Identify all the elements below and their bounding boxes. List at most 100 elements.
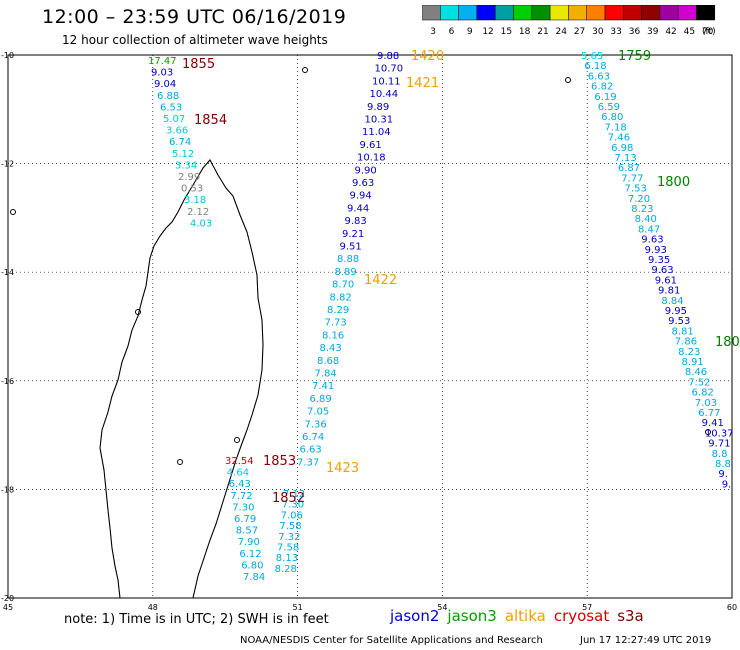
wave-height-value: 7.41 [312, 381, 334, 392]
color-scale-label: 12 [482, 27, 493, 37]
latitude-label: -18 [1, 485, 14, 494]
wave-height-value: 6.87 [618, 163, 640, 174]
wave-height-value: 7.77 [621, 173, 643, 184]
track-cryosat-bottom: 32.544.646.437.727.306.798.577.906.126.8… [225, 456, 265, 583]
pass-time-label: 1852 [272, 491, 305, 506]
wave-height-value: 9.35 [648, 255, 670, 266]
color-scale-label: 42 [665, 27, 676, 37]
wave-height-value: 6.77 [698, 408, 720, 419]
page-subtitle: 12 hour collection of altimeter wave hei… [62, 33, 328, 47]
wave-height-value: 7.58 [279, 521, 301, 532]
wave-height-map: 45 48 51 54 57 60-10-12-14-16-18-2017.479.039… [1, 49, 740, 610]
wave-height-value: 5.12 [172, 149, 194, 160]
wave-height-value: 7.72 [230, 491, 252, 502]
track-cryosat-left: 17.479.039.046.886.535.073.666.745.123.3… [148, 56, 212, 229]
color-scale-label: 21 [537, 27, 548, 37]
wave-height-value: 9.89 [367, 102, 389, 113]
wave-height-value: 8.23 [631, 204, 653, 215]
wave-height-value: 4.03 [190, 218, 212, 229]
wave-height-value: 8.8 [715, 459, 731, 470]
wave-height-value: 9. [722, 479, 732, 490]
wave-height-value: 7.05 [307, 407, 329, 418]
wave-height-value: 6.19 [594, 92, 616, 103]
wave-height-value: 10.70 [375, 64, 404, 75]
wave-height-value: 8.57 [236, 526, 258, 537]
wave-height-value: 6.18 [584, 61, 606, 72]
wave-height-value: 7.84 [243, 572, 265, 583]
wave-height-value: 7.86 [675, 337, 697, 348]
wave-height-value: 10.18 [357, 153, 386, 164]
wave-height-value: 2.12 [187, 207, 209, 218]
legend-item-s3a: s3a [617, 607, 644, 625]
color-scale-bar: 3 6 9 12 15 18 21 24 27 30 33 36 39 42 45 70(ft) [422, 5, 716, 37]
wave-height-value: 8.88 [337, 254, 359, 265]
wave-height-value: 8.28 [275, 564, 297, 575]
color-scale-label: 30 [592, 27, 604, 37]
legend-item-altika: altika [504, 607, 546, 625]
wave-height-value: 9. [718, 469, 728, 480]
pass-time-label: 180 [715, 335, 740, 350]
wave-height-value: 8.68 [317, 356, 339, 367]
wave-height-value: 3.34 [175, 160, 197, 171]
wave-height-value: 9.53 [668, 316, 690, 327]
wave-height-value: 7.32 [278, 532, 300, 543]
wave-height-value: 11.04 [362, 127, 391, 138]
longitude-label: 54 [437, 603, 447, 610]
wave-height-value: 7.84 [315, 369, 337, 380]
wave-height-value: 6.53 [160, 102, 182, 113]
footer-note: note: 1) Time is in UTC; 2) SWH is in fe… [64, 612, 329, 627]
wave-height-value: 4.64 [227, 468, 249, 479]
wave-height-value: 3.18 [184, 195, 206, 206]
wave-height-value: 9.63 [352, 178, 374, 189]
wave-height-value: 9.61 [360, 140, 382, 151]
wave-height-value: 7.13 [615, 153, 637, 164]
color-scale-label: 45 [684, 27, 695, 37]
wave-height-value: 9.21 [342, 229, 364, 240]
wave-height-value: 6.74 [169, 137, 191, 148]
wave-height-value: 9.81 [658, 286, 680, 297]
page-title: 12:00 – 23:59 UTC 06/16/2019 [42, 6, 347, 28]
wave-height-value: 7.52 [688, 377, 710, 388]
wave-height-value: 6.74 [302, 432, 324, 443]
track-altika-bottom: 7.127.307.067.587.327.588.138.28 [275, 489, 306, 575]
wave-height-value: 9.71 [708, 439, 730, 450]
track-jason3: 5.656.186.636.826.196.596.807.187.466.98… [581, 51, 734, 490]
color-scale-label: 3 [430, 27, 436, 37]
wave-height-value: 9.41 [702, 418, 724, 429]
wave-height-value: 5.65 [581, 51, 603, 62]
wave-height-value: 8.8 [712, 449, 728, 460]
wave-height-value: 17.47 [148, 56, 177, 67]
wave-height-value: 8.84 [661, 296, 683, 307]
wave-height-value: 3.66 [166, 126, 188, 137]
pass-time-label: 1855 [182, 57, 215, 72]
latitude-label: -10 [1, 51, 14, 60]
wave-height-value: 8.23 [678, 347, 700, 358]
wave-height-value: 9.44 [347, 203, 369, 214]
wave-height-value: 8.47 [638, 224, 660, 235]
wave-height-value: 10.37 [705, 428, 734, 439]
color-scale-label: 70 [702, 27, 714, 37]
wave-height-value: 0.53 [181, 184, 203, 195]
latitude-label: -12 [1, 160, 14, 169]
wave-height-value: 6.63 [588, 71, 610, 82]
pass-time-label: 1420 [411, 49, 444, 64]
latitude-label: -16 [1, 377, 14, 386]
wave-height-value: 6.89 [310, 394, 332, 405]
wave-height-value: 7.36 [305, 419, 327, 430]
island-outline [177, 459, 183, 465]
wave-height-value: 6.12 [239, 549, 261, 560]
wave-height-value: 7.37 [297, 457, 319, 468]
wave-height-value: 2.99 [178, 172, 200, 183]
wave-height-value: 8.29 [327, 305, 349, 316]
wave-height-value: 7.20 [628, 194, 650, 205]
island-outline [234, 437, 240, 443]
color-scale-label: 24 [556, 27, 568, 37]
wave-height-value: 7.73 [325, 318, 347, 329]
map-frame [7, 54, 733, 599]
pass-time-label: 1759 [618, 49, 651, 64]
wave-height-value: 7.90 [238, 537, 260, 548]
legend-item-cryosat: cryosat [553, 607, 610, 625]
pass-time-label: 1421 [406, 76, 439, 91]
wave-height-value: 7.30 [232, 502, 254, 513]
